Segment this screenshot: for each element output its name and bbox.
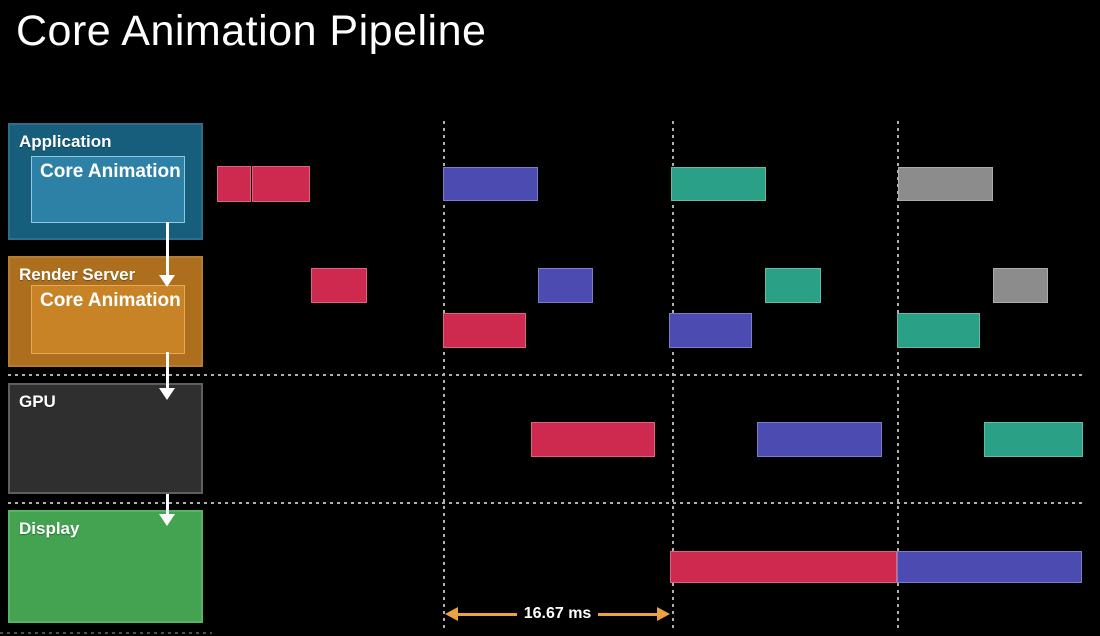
inner-box-core-animation-rs: Core Animation (31, 285, 185, 354)
timeline-bar-application-teal (671, 167, 766, 201)
inner-label-core-animation-rs: Core Animation (40, 290, 181, 311)
stage-box-render-server: Render Server Core Animation (8, 256, 203, 367)
row-separator-dotted-partial (0, 632, 212, 634)
duration-line (458, 612, 517, 616)
inner-label-core-animation-app: Core Animation (40, 161, 181, 182)
timeline-bar-gpu-red (531, 422, 655, 457)
flow-arrow-gpu-to-display (166, 494, 169, 515)
timeline-bar-application-red (217, 166, 251, 202)
stage-box-gpu: GPU (8, 383, 203, 494)
inner-box-core-animation-app: Core Animation (31, 156, 185, 223)
arrow-left-icon (445, 607, 458, 621)
timeline-bar-render-server-decode-blue (669, 313, 752, 348)
timeline-bar-display-blue (897, 551, 1082, 583)
duration-line (598, 612, 658, 616)
timeline-bar-application-gray (898, 167, 993, 201)
timeline-bar-render-server-commit-red (311, 268, 367, 303)
stage-label-application: Application (19, 132, 112, 151)
arrow-down-icon (159, 388, 175, 400)
row-separator-dotted (8, 374, 1086, 376)
timeline-bar-gpu-blue (757, 422, 882, 457)
flow-arrow-app-to-renderserver (166, 222, 169, 276)
stage-label-render-server: Render Server (19, 265, 136, 284)
flow-arrow-renderserver-to-gpu (166, 352, 169, 389)
timeline-bar-render-server-decode-teal (897, 313, 980, 348)
page-title: Core Animation Pipeline (16, 7, 487, 55)
frame-duration-label: 16.67 ms (523, 605, 592, 622)
timeline-bar-display-red (670, 551, 897, 583)
stage-box-display: Display (8, 510, 203, 623)
arrow-down-icon (159, 514, 175, 526)
row-separator-dotted (8, 502, 1086, 504)
arrow-right-icon (657, 607, 671, 621)
timeline-bar-render-server-decode-red (443, 313, 526, 348)
frame-duration-annotation: 16.67 ms (445, 602, 671, 626)
stage-label-gpu: GPU (19, 392, 56, 411)
timeline-bar-application-blue (443, 167, 538, 201)
timeline-bar-render-server-commit-teal (765, 268, 821, 303)
timeline-bar-application-red (252, 166, 310, 202)
stage-label-display: Display (19, 519, 80, 538)
timeline-bar-gpu-teal (984, 422, 1083, 457)
stage-box-application: Application Core Animation (8, 123, 203, 240)
arrow-down-icon (159, 275, 175, 287)
timeline-bar-render-server-commit-gray (993, 268, 1048, 303)
timeline-bar-render-server-commit-blue (538, 268, 593, 303)
